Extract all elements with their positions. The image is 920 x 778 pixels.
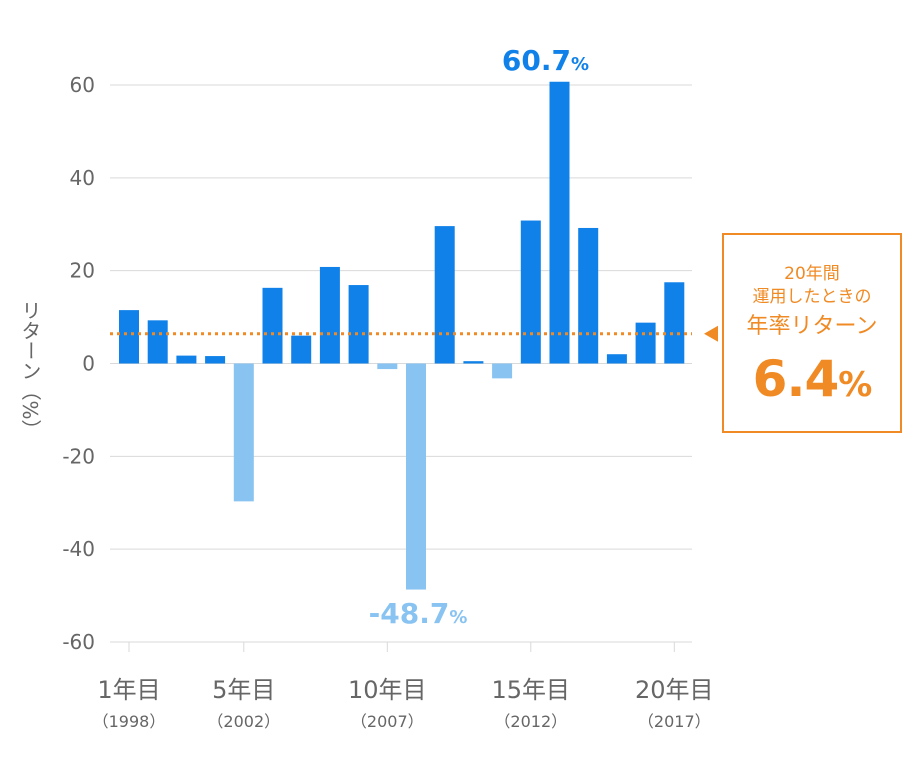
bar (205, 356, 226, 364)
bar (377, 363, 398, 370)
x-tick-sublabel: （2002） (207, 712, 280, 731)
y-tick-label: -60 (62, 630, 95, 654)
y-tick-label: 0 (82, 352, 95, 376)
bar (348, 285, 369, 364)
bar (291, 335, 312, 364)
y-tick-label: -20 (62, 444, 95, 468)
bar (434, 226, 455, 364)
bar (606, 354, 627, 364)
bar (492, 363, 513, 379)
bar (406, 363, 426, 590)
callout-line1: 20年間 (784, 264, 840, 284)
x-tick-sublabel: （2012） (494, 712, 567, 731)
y-tick-label: -40 (62, 537, 95, 561)
y-tick-label: 20 (70, 259, 95, 283)
x-tick-sublabel: （2017） (638, 712, 711, 731)
average-pointer (704, 325, 718, 342)
bar (463, 361, 484, 364)
max-value-label: 60.7% (502, 44, 589, 77)
callout-value-unit: % (838, 365, 872, 405)
bar (578, 227, 599, 364)
x-tick-label: 20年目 (635, 676, 714, 704)
min-value-label: -48.7% (369, 597, 468, 630)
annual-return-callout: 20年間 運用したときの 年率リターン 6.4% (722, 233, 902, 433)
x-tick-label: 15年目 (492, 676, 571, 704)
x-tick-sublabel: （2007） (351, 712, 424, 731)
bar (176, 355, 197, 364)
bar (549, 81, 570, 364)
bar (520, 220, 541, 364)
bar (319, 266, 340, 364)
y-axis-title: リターン（%） (18, 300, 42, 439)
x-tick-label: 10年目 (348, 676, 427, 704)
callout-line3: 年率リターン (746, 314, 878, 339)
y-tick-label: 40 (70, 166, 95, 190)
callout-value: 6.4% (724, 349, 900, 415)
bar (119, 310, 139, 364)
bar (233, 363, 254, 502)
y-tick-label: 60 (70, 73, 95, 97)
bar (262, 287, 283, 364)
callout-line2: 運用したときの (752, 287, 872, 307)
bar (635, 322, 656, 364)
x-tick-label: 5年目 (212, 676, 275, 704)
x-tick-label: 1年目 (97, 676, 160, 704)
bar (664, 282, 685, 364)
bar (147, 320, 168, 364)
x-tick-sublabel: （1998） (93, 712, 166, 731)
callout-value-number: 6.4 (752, 350, 840, 408)
